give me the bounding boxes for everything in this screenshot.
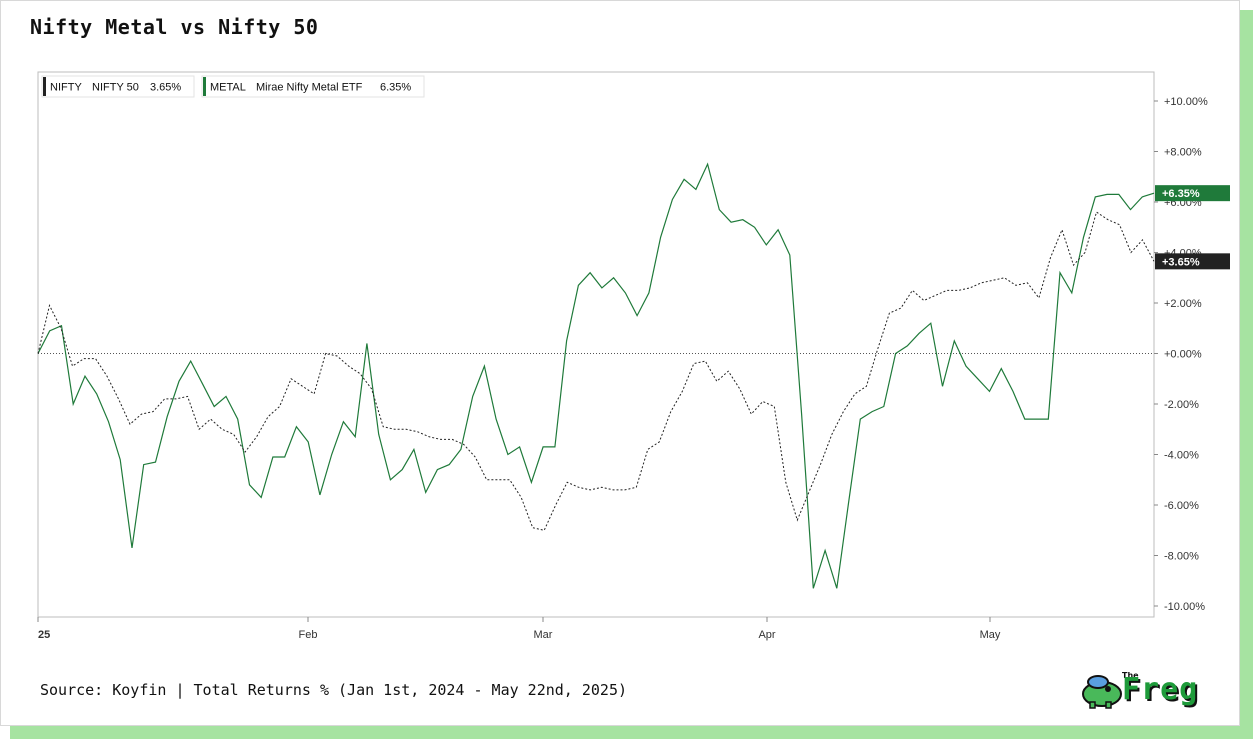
legend-item-metal[interactable]: METAL Mirae Nifty Metal ETF 6.35% [201, 75, 425, 98]
end-label-nifty-text: +3.65% [1162, 256, 1200, 268]
source-note: Source: Koyfin | Total Returns % (Jan 1s… [40, 681, 627, 699]
freg-logo: The Freg [1080, 670, 1197, 715]
legend-value-nifty: 3.65% [150, 82, 181, 94]
logo-small-text: The [1122, 671, 1139, 680]
y-tick-label: -10.00% [1164, 601, 1205, 613]
y-tick-label: -4.00% [1164, 450, 1199, 462]
logo-wordmark: Freg [1122, 672, 1199, 707]
legend-item-nifty[interactable]: NIFTY NIFTY 50 3.65% [41, 75, 195, 98]
y-tick-label: +10.00% [1164, 96, 1208, 108]
series-lines [37, 162, 1155, 589]
x-tick-label: Apr [758, 629, 775, 641]
y-tick-label: +0.00% [1164, 349, 1202, 361]
y-tick-label: -6.00% [1164, 500, 1199, 512]
y-tick-label: +2.00% [1164, 298, 1202, 310]
end-label-nifty: +3.65% [1155, 253, 1230, 270]
x-tick-label: Mar [534, 629, 553, 641]
legend-name-metal: Mirae Nifty Metal ETF [256, 82, 363, 94]
x-tick-label: May [980, 629, 1001, 641]
chart-title: Nifty Metal vs Nifty 50 [30, 15, 319, 39]
y-axis: +10.00%+8.00%+6.00%+4.00%+2.00%+0.00%-2.… [1154, 96, 1208, 613]
end-label-metal: +6.35% [1155, 185, 1230, 202]
y-tick-label: -2.00% [1164, 399, 1199, 411]
series-line-nifty [37, 211, 1155, 531]
legend: NIFTY NIFTY 50 3.65% METAL Mirae Nifty M… [41, 75, 425, 98]
legend-ticker-metal: METAL [210, 82, 246, 94]
legend-ticker-nifty: NIFTY [50, 82, 82, 94]
plot-area [37, 71, 1155, 618]
legend-name-nifty: NIFTY 50 [92, 82, 139, 94]
legend-value-metal: 6.35% [380, 82, 411, 94]
series-line-metal [37, 162, 1155, 589]
legend-swatch-nifty [43, 77, 46, 96]
y-tick-label: +8.00% [1164, 147, 1202, 159]
x-tick-label: Feb [299, 629, 318, 641]
frog-mascot-icon [1082, 675, 1122, 709]
x-tick-label: 25 [38, 629, 50, 641]
end-label-metal-text: +6.35% [1162, 188, 1200, 200]
x-axis: 25 Feb Mar Apr May [37, 617, 1001, 641]
y-tick-label: -8.00% [1164, 551, 1199, 563]
legend-swatch-metal [203, 77, 206, 96]
